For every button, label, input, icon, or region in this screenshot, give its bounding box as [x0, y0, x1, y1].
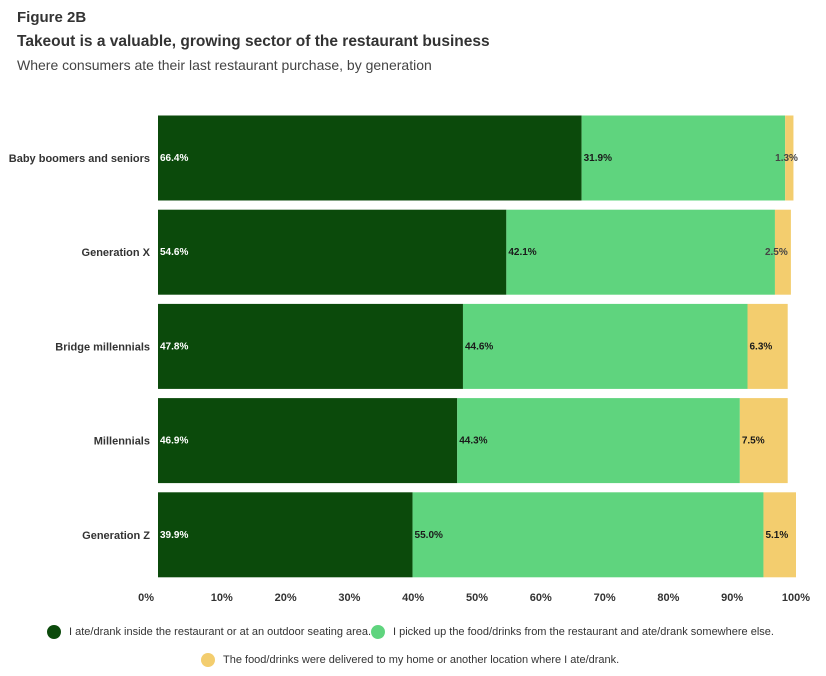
x-tick-10: 10%: [211, 592, 233, 604]
x-tick-0: 0%: [138, 592, 154, 604]
data-label-pickup-bridge-millennials: 44.6%: [465, 341, 493, 352]
bar-pickup-generation-z: [412, 492, 764, 578]
bar-pickup-generation-x: [506, 209, 775, 295]
bar-delivery-baby-boomers-and-seniors: [785, 115, 794, 201]
stacked-bar-chart: Baby boomers and seniors 66.4% 31.9% 1.3% Ge…: [9, 115, 810, 604]
legend-swatch-dine-in: [47, 625, 61, 639]
x-tick-20: 20%: [275, 592, 297, 604]
data-label-dine-in-bridge-millennials: 47.8%: [160, 341, 188, 352]
bar-pickup-bridge-millennials: [462, 303, 748, 389]
data-label-dine-in-generation-z: 39.9%: [160, 530, 188, 541]
data-label-delivery-generation-x: 2.5%: [765, 247, 788, 258]
data-label-delivery-millennials: 7.5%: [742, 436, 765, 447]
data-label-delivery-baby-boomers-and-seniors: 1.3%: [775, 153, 798, 164]
x-tick-100: 100%: [782, 592, 810, 604]
bar-delivery-generation-z: [763, 492, 796, 578]
bar-pickup-baby-boomers-and-seniors: [581, 115, 786, 201]
category-label-baby-boomers-and-seniors: Baby boomers and seniors: [9, 153, 150, 165]
legend-label-delivery: The food/drinks were delivered to my hom…: [223, 654, 620, 666]
x-tick-40: 40%: [402, 592, 424, 604]
bar-pickup-millennials: [457, 398, 740, 484]
category-label-millennials: Millennials: [94, 436, 150, 448]
x-tick-80: 80%: [657, 592, 679, 604]
x-tick-70: 70%: [594, 592, 616, 604]
category-label-bridge-millennials: Bridge millennials: [55, 341, 150, 353]
legend-swatch-delivery: [201, 653, 215, 667]
bar-delivery-millennials: [739, 398, 788, 484]
chart-title: Takeout is a valuable, growing sector of…: [17, 33, 490, 50]
legend-label-dine-in: I ate/drank inside the restaurant or at …: [69, 626, 372, 638]
chart-subtitle: Where consumers ate their last restauran…: [17, 57, 432, 73]
figure-label: Figure 2B: [17, 9, 87, 26]
data-label-delivery-bridge-millennials: 6.3%: [750, 341, 773, 352]
bar-delivery-generation-x: [774, 209, 791, 295]
bar-dine-in-generation-z: [158, 492, 413, 578]
data-label-dine-in-baby-boomers-and-seniors: 66.4%: [160, 153, 188, 164]
data-label-dine-in-millennials: 46.9%: [160, 436, 188, 447]
bar-dine-in-millennials: [158, 398, 458, 484]
legend-item-delivery: The food/drinks were delivered to my hom…: [201, 653, 619, 667]
x-tick-50: 50%: [466, 592, 488, 604]
data-label-pickup-generation-z: 55.0%: [415, 530, 443, 541]
category-label-generation-x: Generation X: [82, 247, 151, 259]
data-label-pickup-millennials: 44.3%: [459, 436, 487, 447]
x-tick-30: 30%: [338, 592, 360, 604]
bar-dine-in-generation-x: [158, 209, 507, 295]
bar-dine-in-baby-boomers-and-seniors: [158, 115, 582, 201]
legend-label-pickup: I picked up the food/drinks from the res…: [393, 626, 774, 638]
legend-swatch-pickup: [371, 625, 385, 639]
data-label-pickup-baby-boomers-and-seniors: 31.9%: [584, 153, 612, 164]
x-tick-90: 90%: [721, 592, 743, 604]
legend-item-pickup: I picked up the food/drinks from the res…: [371, 625, 774, 639]
x-tick-60: 60%: [530, 592, 552, 604]
data-label-pickup-generation-x: 42.1%: [508, 247, 536, 258]
legend-item-dine-in: I ate/drank inside the restaurant or at …: [47, 625, 371, 639]
bar-dine-in-bridge-millennials: [158, 303, 463, 389]
bar-delivery-bridge-millennials: [747, 303, 788, 389]
data-label-dine-in-generation-x: 54.6%: [160, 247, 188, 258]
category-label-generation-z: Generation Z: [82, 530, 150, 542]
data-label-delivery-generation-z: 5.1%: [765, 530, 788, 541]
